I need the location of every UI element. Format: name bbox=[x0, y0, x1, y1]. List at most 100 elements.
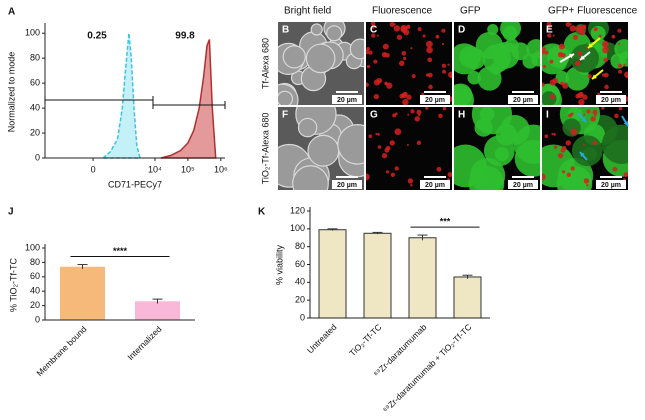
red-spot bbox=[549, 59, 554, 64]
cell bbox=[459, 45, 482, 68]
row-label: Tf-Alexa 680 bbox=[260, 38, 270, 89]
red-spot bbox=[390, 172, 396, 177]
red-spot bbox=[442, 42, 445, 46]
red-spot bbox=[602, 46, 609, 54]
red-spot bbox=[382, 43, 389, 50]
red-spot bbox=[368, 50, 373, 55]
red-spot bbox=[576, 24, 584, 32]
arrow-head bbox=[580, 152, 585, 157]
scale-label-bg bbox=[596, 95, 626, 104]
red-spot bbox=[410, 47, 413, 50]
red-spot bbox=[557, 153, 564, 159]
y-tick-label: 100 bbox=[25, 242, 40, 252]
cell bbox=[326, 25, 343, 42]
red-spot bbox=[592, 140, 598, 145]
micrograph-content bbox=[366, 107, 452, 190]
arrow-head bbox=[623, 121, 628, 126]
row-label: TiO₂-Tf-Alexa 680 bbox=[260, 113, 270, 185]
red-spot bbox=[570, 128, 578, 136]
bar bbox=[408, 237, 437, 319]
micrograph bbox=[366, 22, 452, 105]
y-tick-label: 120 bbox=[290, 205, 305, 215]
red-spot bbox=[373, 93, 379, 100]
red-spot bbox=[590, 116, 596, 122]
red-spot bbox=[366, 173, 370, 181]
cell bbox=[571, 135, 603, 167]
x-tick-label: TiO₂-Tf-TC bbox=[347, 322, 383, 358]
significance: **** bbox=[113, 246, 128, 256]
red-spot bbox=[402, 99, 409, 105]
gate-percent: 0.25 bbox=[87, 31, 107, 42]
scale-label-bg bbox=[508, 95, 538, 104]
panel-letter: I bbox=[546, 110, 549, 121]
red-spot bbox=[562, 82, 569, 89]
red-spot bbox=[544, 50, 549, 55]
x-tick-label: Membrane bound bbox=[34, 324, 88, 378]
red-spot bbox=[617, 63, 622, 68]
red-spot bbox=[373, 59, 378, 64]
red-spot bbox=[385, 170, 390, 174]
red-spot bbox=[393, 25, 401, 32]
bar bbox=[318, 229, 347, 319]
x-tick-label: 0 bbox=[91, 164, 96, 174]
red-spot bbox=[416, 109, 422, 115]
cell bbox=[468, 165, 505, 190]
y-tick-label: 20 bbox=[30, 127, 40, 137]
scale-bar-label: 20 µm bbox=[425, 97, 445, 104]
red-spot bbox=[421, 92, 425, 96]
cell bbox=[570, 44, 599, 73]
red-spot bbox=[625, 75, 628, 79]
y-tick-label: 100 bbox=[290, 223, 305, 233]
red-spot bbox=[373, 79, 381, 86]
y-tick-label: 60 bbox=[30, 78, 40, 88]
cell bbox=[454, 91, 469, 105]
red-spot bbox=[449, 75, 452, 79]
gate-percent: 99.8 bbox=[175, 31, 195, 42]
y-tick-label: 20 bbox=[295, 295, 305, 305]
red-spot bbox=[427, 72, 433, 78]
red-spot bbox=[551, 132, 554, 136]
red-spot bbox=[549, 93, 555, 100]
red-spot bbox=[542, 82, 545, 87]
cell bbox=[526, 39, 540, 59]
micrograph bbox=[454, 22, 540, 105]
bar bbox=[60, 266, 105, 320]
cell bbox=[513, 124, 540, 165]
red-spot bbox=[375, 132, 378, 136]
red-spot bbox=[542, 173, 546, 181]
cell bbox=[483, 135, 515, 167]
scale-bar-label: 20 µm bbox=[337, 182, 357, 189]
micrograph-content bbox=[454, 22, 540, 105]
panel-letter: E bbox=[546, 25, 553, 36]
red-spot bbox=[578, 99, 585, 105]
red-spot bbox=[572, 34, 579, 40]
panel-letter: C bbox=[370, 25, 377, 36]
red-spot bbox=[603, 72, 609, 78]
panel-letter: F bbox=[282, 110, 288, 121]
red-spot bbox=[611, 34, 616, 39]
bar bbox=[363, 232, 392, 319]
red-spot bbox=[370, 22, 376, 27]
red-spot bbox=[442, 69, 447, 74]
arrow-head bbox=[569, 54, 574, 59]
red-spot bbox=[617, 28, 622, 33]
red-spot bbox=[614, 113, 619, 119]
cell bbox=[307, 134, 340, 167]
red-spot bbox=[574, 60, 581, 67]
cell bbox=[292, 165, 329, 190]
red-spot bbox=[566, 172, 572, 177]
red-spot bbox=[544, 134, 549, 139]
red-spot bbox=[394, 128, 402, 136]
red-spot bbox=[396, 34, 403, 40]
column-header: GFP+ Fluorescence bbox=[548, 6, 638, 17]
bar bbox=[453, 276, 482, 319]
red-spot bbox=[366, 82, 369, 87]
x-tick-label: ⁸⁹Zr-daratumumab + TiO₂-Tf-TC bbox=[381, 322, 474, 415]
panel-letter: B bbox=[282, 25, 289, 36]
panel-letter: K bbox=[258, 207, 266, 218]
cell bbox=[305, 43, 336, 74]
x-axis-label: CD71-PECy7 bbox=[108, 179, 162, 189]
column-header: Bright field bbox=[284, 6, 331, 17]
red-spot bbox=[602, 40, 609, 48]
red-spot bbox=[623, 172, 628, 178]
